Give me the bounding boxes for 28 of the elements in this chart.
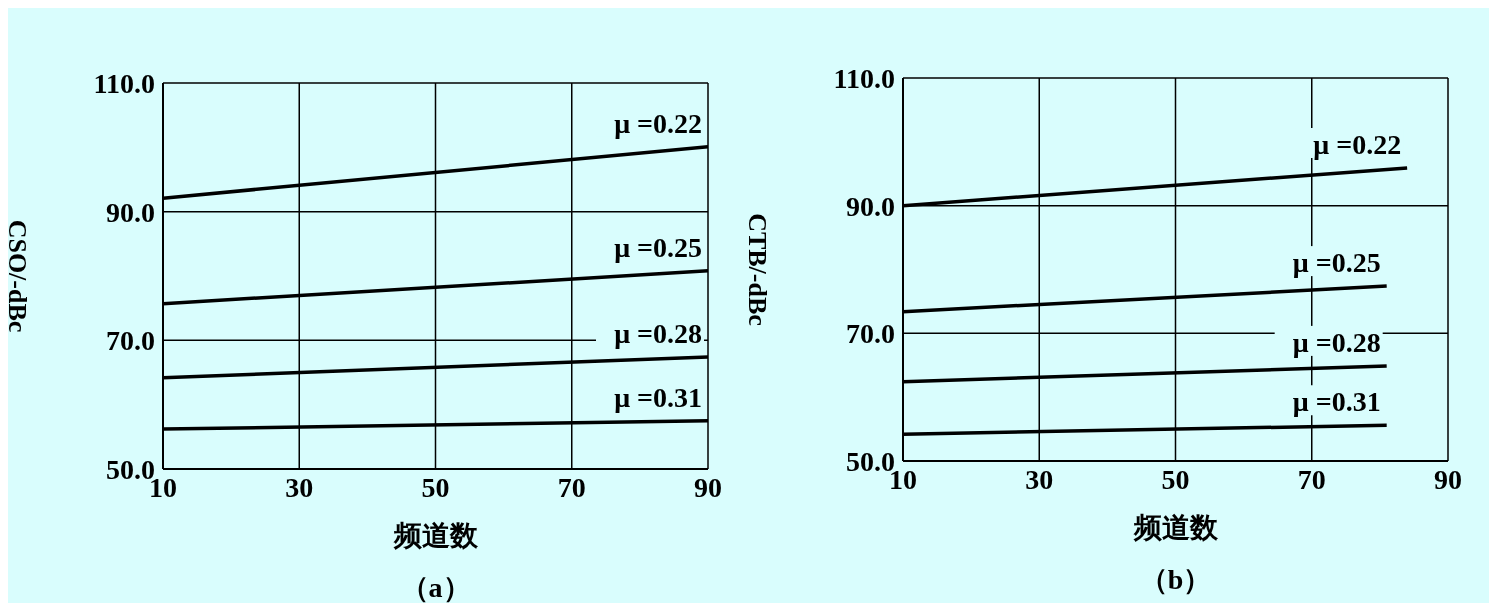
series-label: μ =0.31 bbox=[1292, 386, 1381, 418]
series-label: μ =0.22 bbox=[1313, 129, 1402, 161]
x-tick-label: 70 bbox=[1297, 463, 1326, 495]
text: （a） bbox=[399, 571, 472, 605]
y-tick-label: 90.0 bbox=[106, 196, 155, 228]
text: （b） bbox=[1138, 563, 1213, 597]
series-label: μ =0.31 bbox=[614, 381, 702, 413]
y-tick-label: 90.0 bbox=[846, 190, 895, 222]
x-tick-label: 70 bbox=[557, 471, 586, 503]
x-tick-label: 50 bbox=[1161, 463, 1190, 495]
series-label: μ =0.22 bbox=[614, 107, 702, 139]
y-tick-label: 70.0 bbox=[106, 325, 155, 357]
series-label: μ =0.25 bbox=[1292, 247, 1381, 279]
y-tick-label: 110.0 bbox=[833, 62, 895, 94]
x-tick-label: 90 bbox=[1434, 463, 1462, 495]
y-tick-label: 70.0 bbox=[846, 318, 895, 350]
x-axis-title: 频道数 bbox=[392, 518, 479, 554]
x-axis-title: 频道数 bbox=[1132, 510, 1219, 546]
y-axis-title: CSO/-dBc bbox=[2, 219, 32, 333]
x-tick-label: 30 bbox=[1025, 463, 1054, 495]
x-tick-label: 90 bbox=[694, 471, 722, 503]
series-label: μ =0.28 bbox=[1292, 326, 1381, 358]
y-axis-title: CTB/-dBc bbox=[742, 213, 772, 326]
x-tick-label: 50 bbox=[421, 471, 450, 503]
series-label: μ =0.28 bbox=[614, 318, 702, 350]
y-tick-label: 110.0 bbox=[93, 67, 155, 99]
series-label: μ =0.25 bbox=[614, 231, 702, 263]
x-tick-label: 30 bbox=[285, 471, 314, 503]
